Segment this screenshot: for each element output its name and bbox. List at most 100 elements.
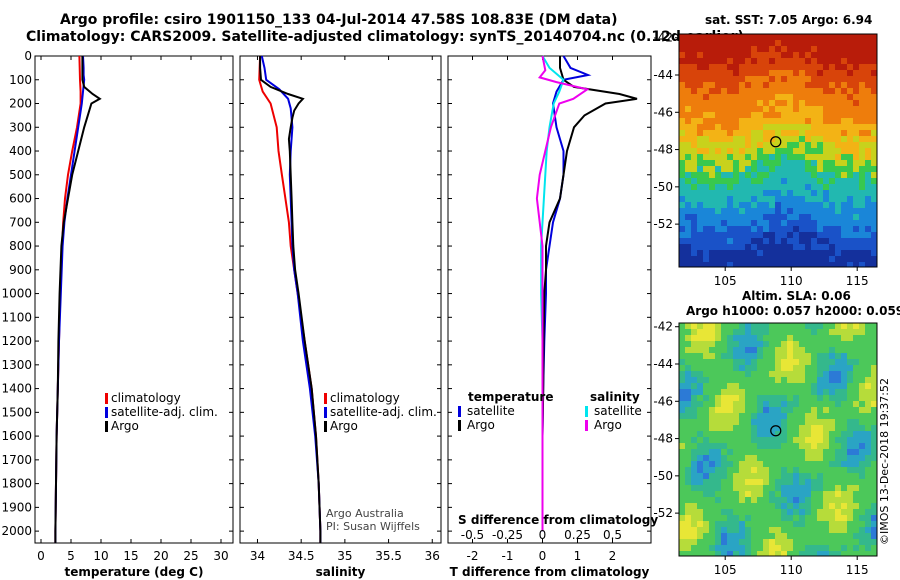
x-tick-label: 20 — [153, 549, 168, 563]
y-tick-label: 400 — [9, 144, 32, 158]
map-y-tick-label: -46 — [653, 394, 673, 408]
y-tick-label: 1000 — [1, 287, 32, 301]
y-tick-label: 100 — [9, 73, 32, 87]
legend-swatch — [105, 421, 108, 432]
map-y-tick-label: -42 — [653, 31, 673, 45]
x-tick-label: 15 — [123, 549, 138, 563]
y-tick-label: 300 — [9, 120, 32, 134]
x-tick-label: 5 — [67, 549, 75, 563]
series-line-argo — [54, 56, 102, 543]
y-tick-label: 1800 — [1, 477, 32, 491]
legend-label: Argo — [467, 418, 495, 432]
y-tick-label: 1300 — [1, 358, 32, 372]
map-y-tick-label: -50 — [653, 469, 673, 483]
x-tick-label: 2 — [609, 549, 617, 563]
y-tick-label: 2000 — [1, 524, 32, 538]
y-tick-label: 800 — [9, 239, 32, 253]
x-tick-label: -1 — [502, 549, 514, 563]
x-tick-label: 1 — [574, 549, 582, 563]
legend-label: satellite — [467, 404, 515, 418]
map-y-tick-label: -46 — [653, 105, 673, 119]
legend-label: Argo — [330, 419, 358, 433]
x-axis-label: temperature (deg C) — [65, 565, 204, 579]
secondary-tick-label: 0 — [539, 528, 547, 542]
legend-label: Argo — [594, 418, 622, 432]
map-x-tick-label: 105 — [714, 563, 737, 577]
secondary-tick-label: -0.5 — [461, 528, 484, 542]
map-frame — [678, 33, 878, 268]
secondary-tick-label: -0.25 — [492, 528, 523, 542]
map-y-tick-label: -52 — [653, 506, 673, 520]
secondary-tick-label: 0.25 — [564, 528, 591, 542]
y-tick-label: 0 — [24, 49, 32, 63]
sst-map — [675, 33, 878, 271]
plot-frame-temperature — [34, 55, 234, 544]
x-tick-label: 36 — [425, 549, 440, 563]
y-tick-label: 1600 — [1, 429, 32, 443]
x-tick-label: 10 — [93, 549, 108, 563]
legend-swatch — [324, 407, 327, 418]
map-x-tick-label: 115 — [846, 274, 869, 288]
series-line-argo — [259, 56, 322, 543]
legend-label: satellite-adj. clim. — [330, 405, 437, 419]
legend-swatch — [585, 406, 588, 417]
secondary-axis-label: S difference from climatology — [458, 513, 658, 527]
legend-swatch — [105, 407, 108, 418]
x-tick-label: 0 — [37, 549, 45, 563]
series-line-s-argo — [535, 55, 590, 532]
y-tick-label: 1500 — [1, 405, 32, 419]
x-tick-label: 35.5 — [375, 549, 402, 563]
sla-map-title: Altim. SLA: 0.06 — [742, 289, 851, 303]
x-tick-label: 30 — [213, 549, 228, 563]
map-y-tick-label: -44 — [653, 357, 673, 371]
sst-map-title: sat. SST: 7.05 Argo: 6.94 — [705, 13, 873, 27]
map-x-tick-label: 110 — [780, 274, 803, 288]
y-tick-label: 1200 — [1, 334, 32, 348]
legend-swatch — [324, 421, 327, 432]
x-axis-label: salinity — [316, 565, 366, 579]
legend-label: climatology — [111, 391, 181, 405]
y-tick-label: 200 — [9, 97, 32, 111]
map-x-tick-label: 115 — [846, 563, 869, 577]
legend-header: temperature — [468, 390, 553, 404]
map-x-tick-label: 110 — [780, 563, 803, 577]
plot-frame-salinity — [239, 55, 442, 544]
legend-swatch — [458, 420, 461, 431]
y-tick-label: 900 — [9, 263, 32, 277]
map-y-tick-label: -52 — [653, 217, 673, 231]
x-tick-label: 0 — [539, 549, 547, 563]
x-tick-label: 34 — [250, 549, 265, 563]
annotation-text: PI: Susan Wijffels — [326, 520, 420, 533]
legend-swatch — [458, 406, 461, 417]
legend-label: satellite — [594, 404, 642, 418]
map-y-tick-label: -50 — [653, 180, 673, 194]
legend-header: salinity — [590, 390, 640, 404]
y-tick-label: 1100 — [1, 310, 32, 324]
profile-location-marker — [770, 425, 782, 437]
map-y-tick-label: -42 — [653, 320, 673, 334]
secondary-tick-label: 0.5 — [603, 528, 622, 542]
y-tick-label: 1900 — [1, 500, 32, 514]
legend-swatch — [585, 420, 588, 431]
sla-map — [675, 322, 878, 560]
map-y-tick-label: -48 — [653, 432, 673, 446]
y-tick-label: 500 — [9, 168, 32, 182]
legend-swatch — [105, 393, 108, 404]
map-x-tick-label: 105 — [714, 274, 737, 288]
map-y-tick-label: -44 — [653, 68, 673, 82]
annotation-text: Argo Australia — [326, 507, 404, 520]
map-frame — [678, 322, 878, 557]
y-tick-label: 600 — [9, 192, 32, 206]
y-tick-label: 700 — [9, 215, 32, 229]
x-tick-label: 35 — [337, 549, 352, 563]
legend-swatch — [324, 393, 327, 404]
sla-map-subtitle: Argo h1000: 0.057 h2000: 0.059 — [686, 304, 900, 318]
y-tick-label: 1700 — [1, 453, 32, 467]
legend-label: climatology — [330, 391, 400, 405]
x-axis-label: T difference from climatology — [450, 565, 650, 579]
x-tick-label: 25 — [183, 549, 198, 563]
map-y-tick-label: -48 — [653, 143, 673, 157]
x-tick-label: -2 — [467, 549, 479, 563]
chart-title: Argo profile: csiro 1901150_133 04-Jul-2… — [60, 12, 618, 28]
